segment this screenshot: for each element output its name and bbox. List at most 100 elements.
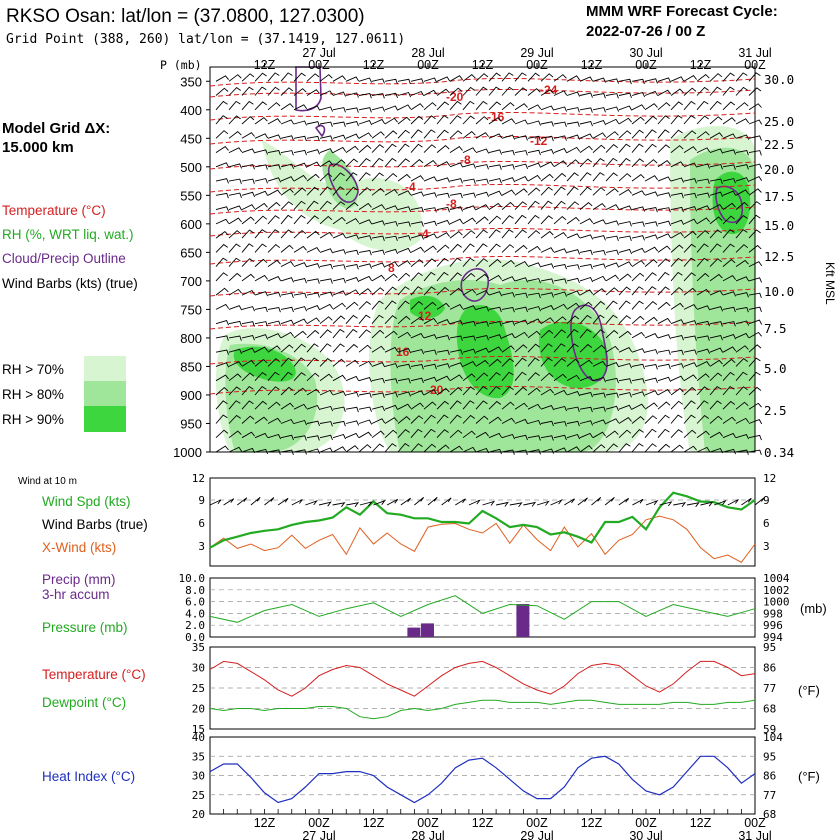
wind-barb	[228, 205, 243, 211]
wind-barb	[670, 177, 685, 183]
isotherm-6	[209, 205, 756, 215]
wind-barb	[618, 330, 632, 339]
wind-barb	[449, 162, 464, 168]
wind-barb	[592, 406, 606, 412]
wind-barb	[683, 218, 698, 225]
wind-barb	[709, 290, 724, 296]
wind-barb	[501, 215, 514, 225]
wind-barb	[709, 258, 722, 267]
wind-barb	[579, 289, 593, 296]
wind-barb	[631, 247, 646, 253]
bottom-date-label-4: 31 Jul	[738, 829, 771, 840]
dewpoint-label: Dewpoint (°C)	[42, 695, 126, 710]
wind-barb	[254, 306, 268, 313]
wind-barb	[306, 149, 321, 155]
wind-barb	[410, 246, 425, 253]
wind-barb	[293, 306, 308, 312]
wind-barb	[592, 377, 607, 383]
wind-barb	[436, 115, 449, 125]
wind-barb	[644, 175, 658, 182]
wind-barb	[540, 135, 554, 142]
wind-barb	[618, 286, 631, 296]
wind-barb	[345, 107, 359, 113]
wind-barb	[371, 274, 385, 282]
heat-right-tick-3: 77	[763, 789, 776, 802]
wind-barb	[748, 449, 762, 455]
wind-barb	[709, 164, 723, 170]
wind-barb	[670, 334, 684, 341]
wind-barb	[566, 186, 579, 196]
wind-barb	[332, 277, 346, 284]
wind-barb	[345, 328, 358, 339]
wind-barb	[462, 348, 477, 354]
wind-barb	[657, 129, 670, 139]
wind-barb	[657, 317, 672, 325]
wind-barb	[319, 316, 333, 325]
wind-barb	[267, 134, 282, 140]
wind-barb	[215, 130, 229, 139]
surface-wind-barb	[386, 498, 399, 506]
wind-barb	[254, 400, 268, 410]
wind-barb	[514, 119, 529, 125]
wind-barb	[358, 444, 372, 453]
wind-barb	[449, 272, 462, 282]
surface-wind-barb	[400, 497, 411, 506]
temp-right-tick-4: 59	[763, 723, 776, 736]
wind-barb	[579, 145, 593, 153]
wind-barb	[293, 200, 306, 210]
wind-barb	[384, 235, 398, 242]
wind-barb	[332, 172, 345, 182]
wind-barb	[488, 321, 502, 327]
wind-barb	[293, 135, 307, 142]
wind-barb	[397, 173, 411, 182]
wind-barb	[345, 277, 360, 283]
precip-bar	[516, 604, 530, 637]
wind-barb	[644, 78, 658, 84]
surface-wind-barb	[700, 501, 714, 507]
wind-barb	[605, 131, 619, 139]
wind-barb	[566, 391, 581, 397]
wind-barb	[488, 274, 502, 282]
wind-barb	[605, 249, 619, 255]
wind-barb	[670, 349, 684, 356]
wind-barb	[293, 230, 307, 239]
wind-barb	[332, 249, 347, 255]
wind-barb	[215, 87, 229, 96]
wind-barb	[709, 334, 723, 341]
surface-wind-barb	[373, 499, 386, 506]
wind-barb	[423, 258, 437, 267]
wind-barb	[592, 392, 606, 398]
wind-barb	[722, 229, 735, 239]
wind-barb	[501, 371, 514, 381]
wind-barb	[228, 320, 242, 327]
wind-barb	[566, 328, 579, 339]
temp-unit-label: (°F)	[798, 683, 820, 698]
wind-barb	[540, 357, 553, 367]
wind-barb	[527, 230, 541, 239]
legend-swatch-rh70	[84, 356, 126, 381]
wind-barb	[735, 244, 749, 253]
wind-panel-frame	[209, 477, 756, 567]
wind-barb	[748, 371, 761, 381]
wind-barb	[670, 387, 684, 396]
wind-barb	[267, 118, 281, 125]
isotherm-0	[209, 77, 756, 87]
wind-barb	[267, 229, 280, 239]
wind-barb	[683, 146, 697, 153]
wind-barb	[709, 216, 723, 225]
wind-barb	[605, 329, 619, 339]
wind-barb	[722, 291, 737, 297]
wind-barb	[618, 205, 633, 211]
height-label-7: 10.0	[764, 284, 794, 299]
wind-barb	[592, 92, 606, 99]
wind-barb	[449, 257, 462, 267]
wind-barb	[254, 334, 269, 340]
wind-barb	[371, 220, 386, 226]
wind-barb	[319, 373, 333, 382]
wind-barb	[449, 231, 463, 239]
wind-barb	[527, 318, 542, 325]
wind-barb	[592, 132, 606, 139]
wind-barb	[514, 244, 528, 253]
wind-barb	[670, 115, 683, 125]
temp-left-tick-0: 35	[192, 641, 205, 654]
